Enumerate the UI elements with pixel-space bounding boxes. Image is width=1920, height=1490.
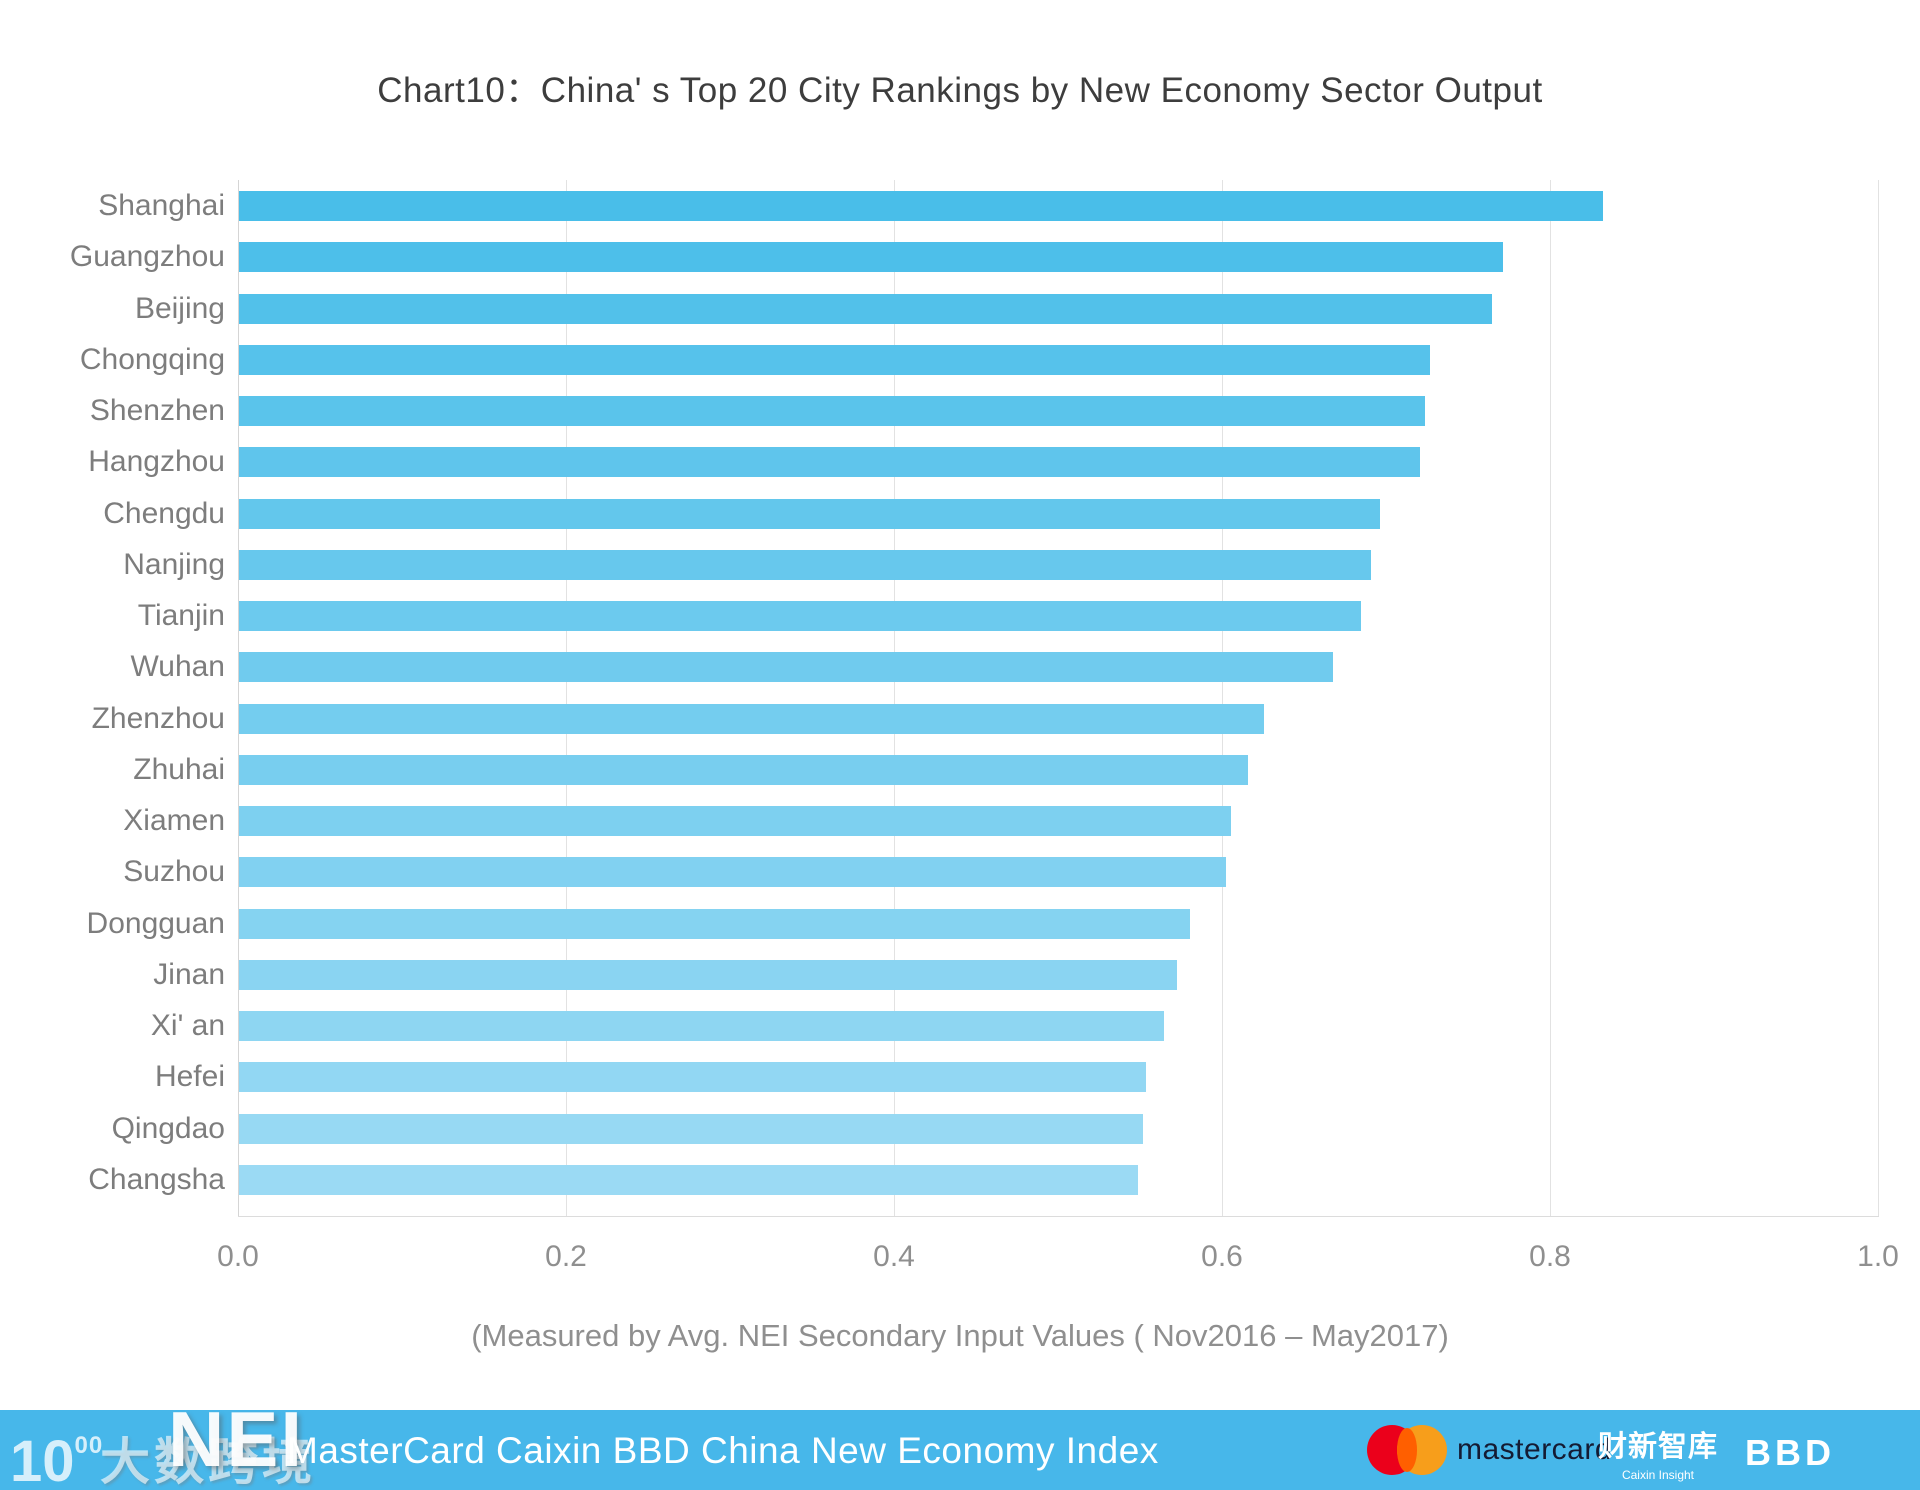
bar — [239, 242, 1503, 273]
footer-bar: 1000 大数跨境 NEI MasterCard Caixin BBD Chin… — [0, 1395, 1920, 1490]
bar-label: Guangzhou — [69, 240, 225, 274]
bar — [239, 293, 1492, 324]
x-axis-tick-0.6: 0.6 — [1201, 1240, 1243, 1273]
bar-row: Suzhou — [0, 855, 1920, 889]
gridline-0.8 — [1550, 180, 1551, 1216]
bar-label: Jinan — [153, 957, 225, 991]
bar-row: Nanjing — [0, 547, 1920, 581]
mastercard-logo: mastercard — [1365, 1424, 1612, 1476]
bar-label: Shanghai — [98, 189, 225, 222]
bar-row: Shenzhen — [0, 396, 1920, 426]
chart-title: Chart10：China' s Top 20 City Rankings by… — [377, 71, 1543, 110]
bar-row: Hefei — [0, 1060, 1920, 1094]
bar — [239, 549, 1371, 580]
bar — [239, 703, 1264, 734]
nei-logo: NEI — [168, 1395, 305, 1483]
bar-row: Zhenzhou — [0, 701, 1920, 735]
logo-100-main: 10 — [10, 1429, 75, 1490]
caixin-insight-logo: 财新智库 Caixin Insight — [1598, 1423, 1718, 1482]
gridline-0.2 — [566, 180, 567, 1216]
x-axis-tick-0.0: 0.0 — [217, 1240, 259, 1273]
dashu-kuajing-logo-text: 大数跨境 — [100, 1434, 316, 1490]
bar-label: Nanjing — [123, 547, 225, 581]
dashu-100-logo: 1000 — [10, 1416, 103, 1490]
bar — [239, 447, 1420, 478]
bar — [239, 652, 1333, 683]
bar-row: Zhuhai — [0, 752, 1920, 786]
mastercard-wordmark: mastercard — [1457, 1433, 1613, 1466]
bar — [239, 959, 1177, 990]
bar — [239, 498, 1380, 529]
caixin-logo-en: Caixin Insight — [1621, 1468, 1695, 1482]
bar-row: Xiamen — [0, 806, 1920, 836]
bar — [239, 396, 1425, 426]
bar — [239, 1062, 1146, 1093]
footer-background — [0, 1410, 1920, 1490]
bar-row: Beijing — [0, 291, 1920, 325]
gridline-0.0 — [238, 180, 239, 1216]
bar-label: Beijing — [134, 291, 225, 325]
bar — [239, 857, 1226, 888]
x-axis-tick-0.8: 0.8 — [1529, 1240, 1571, 1273]
gridline-1.0 — [1878, 180, 1879, 1216]
bar-label: Chengdu — [103, 496, 225, 530]
bar-label: Wuhan — [130, 650, 225, 684]
bar-row: Wuhan — [0, 650, 1920, 684]
bar-label: Suzhou — [123, 855, 225, 889]
bar-row: Chongqing — [0, 342, 1920, 376]
caixin-logo-cn: 财新智库 — [1598, 1431, 1719, 1463]
mastercard-circles-icon — [1367, 1425, 1447, 1475]
bar-label: Chongqing — [79, 342, 225, 376]
x-axis-tick-0.4: 0.4 — [873, 1240, 915, 1273]
bar — [239, 908, 1190, 939]
plot-area: 0.0 0.2 0.4 0.6 0.8 1.0 Shanghai Guangzhou Beiji… — [0, 180, 1920, 1273]
x-axis-line — [238, 1216, 1879, 1217]
bar-label: Zhuhai — [133, 752, 225, 786]
bbd-logo: BBD — [1745, 1432, 1835, 1473]
footer-brand-text: MasterCard Caixin BBD China New Economy … — [287, 1430, 1159, 1471]
bar-label: Xi' an — [150, 1009, 225, 1042]
bar — [239, 344, 1430, 375]
bar — [239, 754, 1248, 785]
bar — [239, 601, 1361, 631]
bar-row: Xi' an — [0, 1011, 1920, 1041]
bar — [239, 191, 1603, 221]
x-axis-tick-0.2: 0.2 — [545, 1240, 587, 1273]
chart-subtitle: (Measured by Avg. NEI Secondary Input Va… — [471, 1318, 1449, 1353]
gridline-0.4 — [894, 180, 895, 1216]
logo-100-sup: 00 — [74, 1432, 104, 1459]
bar-label: Dongguan — [86, 906, 225, 940]
bar-row: Tianjin — [0, 601, 1920, 631]
bar-row: Chengdu — [0, 496, 1920, 530]
bar-row: Jinan — [0, 957, 1920, 991]
bar-row: Shanghai — [0, 191, 1920, 221]
bar-row: Dongguan — [0, 906, 1920, 940]
bar — [239, 806, 1231, 836]
bar-label: Xiamen — [123, 804, 225, 837]
bar-label: Shenzhen — [89, 394, 225, 427]
bar-label: Qingdao — [111, 1111, 225, 1145]
bar — [239, 1164, 1138, 1195]
bar-row: Guangzhou — [0, 240, 1920, 274]
bar-label: Changsha — [88, 1162, 225, 1196]
bar-label: Zhenzhou — [91, 701, 225, 735]
bar-label: Hangzhou — [88, 445, 225, 479]
gridline-0.6 — [1222, 180, 1223, 1216]
bar — [239, 1113, 1143, 1144]
bar-label: Hefei — [154, 1060, 225, 1094]
bar-row: Changsha — [0, 1162, 1920, 1196]
bar-row: Hangzhou — [0, 445, 1920, 479]
bar-label: Tianjin — [137, 599, 225, 632]
bar-row: Qingdao — [0, 1111, 1920, 1145]
bar — [239, 1011, 1164, 1041]
x-axis-tick-1.0: 1.0 — [1857, 1240, 1899, 1273]
